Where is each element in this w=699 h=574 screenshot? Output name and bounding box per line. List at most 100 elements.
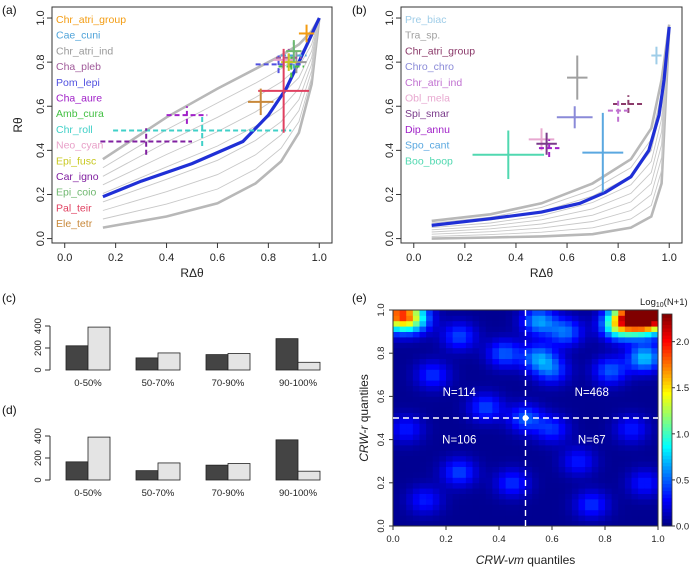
- heatmap-cell: [591, 461, 599, 467]
- heatmap-cell: [578, 326, 586, 332]
- envelope-curve: [431, 26, 670, 229]
- heatmap-cell: [505, 418, 513, 424]
- heatmap-cell: [465, 499, 473, 505]
- heatmap-cell: [631, 482, 639, 489]
- heatmap-cell: [552, 380, 560, 386]
- heatmap-cell: [406, 358, 414, 365]
- colorbar-segment: [662, 420, 672, 424]
- heatmap-cell: [479, 477, 487, 484]
- heatmap-cell: [426, 310, 434, 316]
- colorbar-segment: [662, 504, 672, 509]
- bar-dark: [65, 345, 89, 371]
- heatmap-cell: [651, 364, 659, 370]
- heatmap-cell: [412, 396, 420, 403]
- colorbar-segment: [662, 398, 672, 403]
- heatmap-cell: [439, 342, 447, 349]
- heatmap-cell: [605, 509, 613, 516]
- heatmap-cell: [624, 520, 632, 527]
- heatmap-cell: [565, 326, 573, 332]
- heatmap-cell: [412, 445, 420, 451]
- heatmap-cell: [459, 439, 467, 446]
- heatmap-cell: [459, 482, 467, 489]
- heatmap-cell: [465, 461, 473, 467]
- heatmap-cell: [545, 385, 553, 392]
- heatmap-cell: [538, 310, 546, 316]
- heatmap-cell: [512, 310, 520, 316]
- heatmap-cell: [532, 310, 540, 316]
- heatmap-cell: [505, 466, 513, 473]
- heatmap-cell: [518, 369, 526, 376]
- heatmap-cell: [571, 331, 579, 338]
- heatmap-cell: [538, 504, 546, 511]
- heatmap-cell: [393, 385, 401, 392]
- heatmap-cell: [426, 428, 434, 435]
- heatmap-cell: [644, 326, 652, 332]
- heatmap-cell: [585, 385, 593, 392]
- heatmap-cell: [406, 401, 414, 408]
- heatmap-cell: [598, 499, 606, 505]
- heatmap-cell: [472, 434, 480, 440]
- heatmap-cell: [512, 509, 520, 516]
- heatmap-cell: [591, 310, 599, 316]
- heatmap-cell: [393, 369, 401, 376]
- heatmap-cell: [393, 347, 401, 354]
- heatmap-cell: [558, 472, 566, 478]
- heatmap-cell: [412, 477, 420, 484]
- blue-median-curve: [431, 26, 671, 227]
- heatmap-cell: [472, 499, 480, 505]
- heatmap-cell: [644, 374, 652, 381]
- heatmap-cell: [538, 428, 546, 435]
- heatmap-cell: [446, 477, 454, 484]
- heatmap-cell: [512, 326, 520, 332]
- colorbar-segment: [662, 444, 672, 449]
- heatmap-cell: [591, 477, 599, 484]
- heatmap-cell: [598, 326, 606, 332]
- heatmap-cell: [499, 423, 507, 430]
- heatmap-cell: [426, 380, 434, 386]
- colorbar-segment: [662, 331, 672, 336]
- heatmap-cell: [578, 418, 586, 424]
- heatmap-cell: [465, 369, 473, 376]
- heatmap-cell: [585, 320, 593, 327]
- heatmap-cell: [479, 482, 487, 489]
- heatmap-cell: [571, 499, 579, 505]
- heatmap-cell: [432, 455, 440, 462]
- heatmap-cell: [492, 374, 500, 381]
- heatmap-cell: [538, 353, 546, 359]
- heatmap-cell: [565, 482, 573, 489]
- heatmap-cell: [638, 374, 646, 381]
- heatmap-cell: [505, 412, 513, 419]
- y-tick-label: 0.8: [376, 347, 387, 360]
- heatmap-cell: [505, 369, 513, 376]
- heatmap-cell: [598, 482, 606, 489]
- heatmap-cell: [525, 315, 533, 322]
- heatmap-cell: [532, 358, 540, 365]
- heatmap-cell: [611, 310, 619, 316]
- colorbar-segment: [662, 356, 672, 361]
- heatmap-cell: [651, 439, 659, 446]
- category-label: 90-100%: [279, 378, 318, 389]
- heatmap-cell: [512, 520, 520, 527]
- heatmap-cell: [605, 461, 613, 467]
- y-tick-label: 200: [33, 450, 44, 466]
- heatmap-cell: [465, 320, 473, 327]
- heatmap-cell: [499, 353, 507, 359]
- heatmap-cell: [558, 369, 566, 376]
- heatmap-cell: [426, 401, 434, 408]
- heatmap-cell: [532, 418, 540, 424]
- heatmap-cell: [611, 520, 619, 527]
- heatmap-cell: [499, 358, 507, 365]
- heatmap-cell: [499, 504, 507, 511]
- heatmap-cell: [618, 493, 626, 500]
- heatmap-cell: [525, 488, 533, 494]
- heatmap-cell: [578, 347, 586, 354]
- heatmap-cell: [624, 396, 632, 403]
- heatmap-cell: [518, 461, 526, 467]
- heatmap-cell: [638, 434, 646, 440]
- heatmap-cell: [426, 385, 434, 392]
- heatmap-cell: [631, 353, 639, 359]
- heatmap-cell: [618, 466, 626, 473]
- heatmap-cell: [452, 358, 460, 365]
- heatmap-cell: [651, 342, 659, 349]
- heatmap-cell: [426, 520, 434, 527]
